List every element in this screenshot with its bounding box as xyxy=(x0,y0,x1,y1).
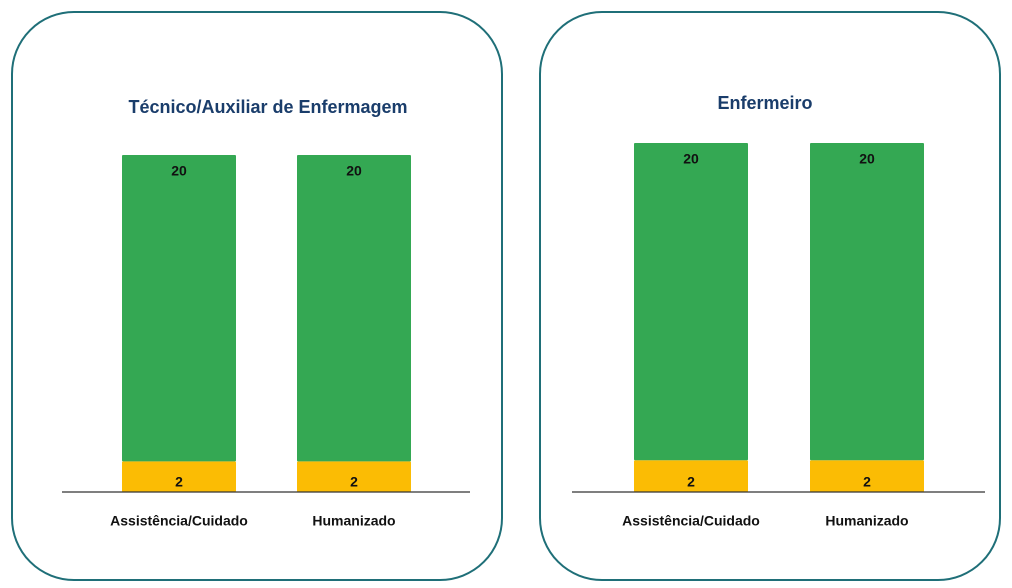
bar-segment xyxy=(122,461,236,492)
x-tick-label: Assistência/Cuidado xyxy=(622,513,760,529)
data-label: 2 xyxy=(863,474,871,490)
data-label: 2 xyxy=(687,474,695,490)
bar-segment xyxy=(634,143,748,461)
data-label: 20 xyxy=(171,163,187,179)
bar-segment xyxy=(297,155,411,462)
data-label: 20 xyxy=(346,163,362,179)
bar-segment xyxy=(297,461,411,492)
bar-segment xyxy=(634,460,748,492)
bar-segment xyxy=(810,143,924,461)
bar-segment xyxy=(122,155,236,462)
chart-title: Enfermeiro xyxy=(717,93,812,113)
data-label: 20 xyxy=(859,151,875,167)
x-tick-label: Humanizado xyxy=(825,513,908,529)
data-label: 2 xyxy=(175,474,183,490)
data-label: 20 xyxy=(683,151,699,167)
x-tick-label: Assistência/Cuidado xyxy=(110,513,248,529)
chart-title: Técnico/Auxiliar de Enfermagem xyxy=(128,97,407,117)
x-tick-label: Humanizado xyxy=(312,513,395,529)
bar-segment xyxy=(810,460,924,492)
data-label: 2 xyxy=(350,474,358,490)
